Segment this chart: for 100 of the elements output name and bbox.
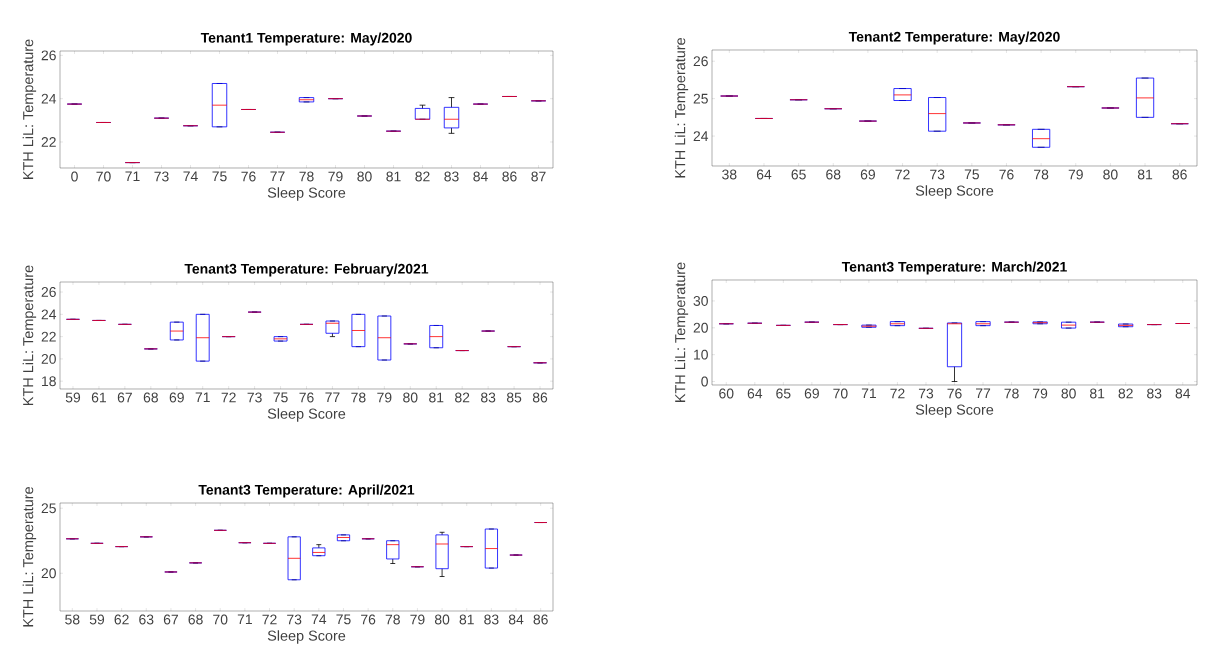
x-tick-label: 80 — [403, 392, 418, 403]
chart-title: Tenant3 Temperature: March/2021 — [841, 261, 1067, 275]
x-tick-label: 0 — [71, 171, 78, 182]
x-tick-label: 82 — [1118, 388, 1133, 399]
x-tick-label: 67 — [117, 392, 132, 403]
x-tick-label: 68 — [826, 169, 841, 180]
x-tick-label: 86 — [1172, 169, 1187, 180]
y-tick-label: 25 — [693, 93, 708, 104]
x-tick-label: 76 — [241, 171, 256, 182]
x-tick-label: 87 — [531, 171, 546, 182]
x-tick-label: 38 — [722, 169, 737, 180]
x-axis-title: Sleep Score — [267, 630, 346, 644]
x-tick-label: 73 — [287, 614, 302, 625]
x-tick-label: 86 — [533, 614, 548, 625]
chart-title: Tenant1 Temperature: May/2020 — [200, 32, 412, 46]
y-tick-label: 26 — [41, 50, 56, 61]
chart-title: Tenant3 Temperature: April/2021 — [198, 484, 415, 498]
y-tick-label: 0 — [701, 376, 708, 387]
y-tick-label: 26 — [41, 287, 56, 297]
x-tick-label: 64 — [747, 388, 763, 399]
x-tick-label: 72 — [221, 392, 236, 403]
x-tick-label: 70 — [213, 614, 228, 625]
x-axis-title: Sleep Score — [267, 187, 346, 201]
x-tick-label: 82 — [455, 392, 470, 403]
x-tick-label: 76 — [999, 169, 1014, 180]
y-axis-title: KTH LiL: Temperature — [22, 487, 37, 627]
x-tick-label: 76 — [361, 614, 376, 625]
x-tick-label: 68 — [188, 614, 203, 625]
x-tick-label: 84 — [1175, 388, 1191, 399]
x-tick-label: 80 — [1061, 388, 1076, 399]
y-tick-label: 18 — [42, 376, 56, 387]
y-tick-label: 22 — [41, 331, 56, 342]
x-tick-label: 59 — [89, 614, 105, 625]
x-tick-label: 77 — [325, 392, 340, 403]
y-tick-label: 25 — [41, 503, 56, 514]
x-tick-label: 75 — [964, 169, 979, 180]
x-tick-label: 69 — [860, 169, 875, 180]
y-tick-label: 24 — [41, 93, 57, 104]
x-tick-label: 74 — [183, 171, 198, 182]
x-tick-label: 78 — [385, 614, 400, 625]
y-tick-label: 20 — [693, 322, 708, 333]
x-tick-label: 72 — [895, 169, 910, 180]
x-tick-label: 73 — [930, 169, 945, 180]
y-tick-label: 24 — [693, 131, 709, 141]
x-tick-label: 71 — [195, 392, 210, 403]
x-tick-label: 64 — [756, 169, 772, 180]
x-tick-label: 81 — [1090, 388, 1105, 399]
x-tick-label: 86 — [502, 171, 517, 182]
x-tick-label: 84 — [473, 171, 488, 182]
x-tick-label: 86 — [532, 392, 548, 403]
x-tick-label: 80 — [434, 614, 450, 625]
y-tick-label: 20 — [41, 568, 56, 579]
y-axis-title: KTH LiL: Temperature — [674, 37, 689, 178]
y-axis-title: KTH LiL: Temperature — [22, 39, 37, 179]
x-axis-title: Sleep Score — [267, 408, 346, 422]
y-tick-label: 24 — [41, 309, 57, 320]
x-tick-label: 73 — [247, 392, 262, 403]
x-tick-label: 82 — [415, 171, 430, 182]
x-tick-label: 79 — [377, 392, 392, 403]
x-tick-label: 76 — [299, 392, 314, 403]
chart-title: Tenant3 Temperature: February/2021 — [184, 263, 429, 277]
x-tick-label: 83 — [484, 614, 499, 625]
y-tick-label: 20 — [41, 353, 56, 364]
x-tick-label: 59 — [65, 392, 81, 403]
x-tick-label: 65 — [776, 388, 791, 399]
x-tick-label: 62 — [114, 614, 129, 625]
x-tick-label: 71 — [237, 614, 252, 625]
x-axis-title: Sleep Score — [915, 404, 994, 418]
x-tick-label: 73 — [918, 388, 934, 399]
y-axis-title: KTH LiL: Temperature — [22, 265, 37, 405]
x-tick-label: 80 — [357, 171, 372, 182]
x-tick-label: 79 — [328, 171, 343, 182]
x-tick-label: 78 — [299, 171, 314, 182]
x-tick-label: 81 — [459, 614, 474, 625]
x-tick-label: 81 — [429, 392, 444, 403]
x-tick-label: 78 — [351, 392, 366, 403]
x-tick-label: 79 — [1068, 169, 1083, 180]
x-tick-label: 81 — [386, 171, 401, 182]
x-tick-label: 75 — [212, 171, 227, 182]
x-tick-label: 73 — [154, 171, 169, 182]
y-tick-label: 22 — [41, 137, 56, 147]
y-axis-title: KTH LiL: Temperature — [674, 262, 689, 402]
x-tick-label: 60 — [719, 388, 734, 399]
x-tick-label: 67 — [163, 614, 178, 625]
x-tick-label: 81 — [1137, 169, 1153, 180]
x-tick-label: 72 — [262, 614, 277, 625]
x-tick-label: 74 — [311, 614, 327, 625]
x-tick-label: 78 — [1034, 169, 1049, 180]
x-tick-label: 69 — [169, 392, 184, 403]
x-tick-label: 70 — [833, 388, 848, 399]
y-tick-label: 30 — [693, 295, 708, 306]
y-tick-label: 10 — [694, 349, 708, 360]
x-tick-label: 71 — [861, 388, 876, 399]
x-tick-label: 78 — [1004, 388, 1019, 399]
y-tick-label: 26 — [693, 56, 708, 67]
x-tick-label: 85 — [506, 392, 522, 403]
x-tick-label: 77 — [270, 171, 285, 182]
x-tick-label: 58 — [65, 614, 80, 625]
x-tick-label: 65 — [791, 169, 806, 180]
x-tick-label: 79 — [410, 614, 425, 625]
